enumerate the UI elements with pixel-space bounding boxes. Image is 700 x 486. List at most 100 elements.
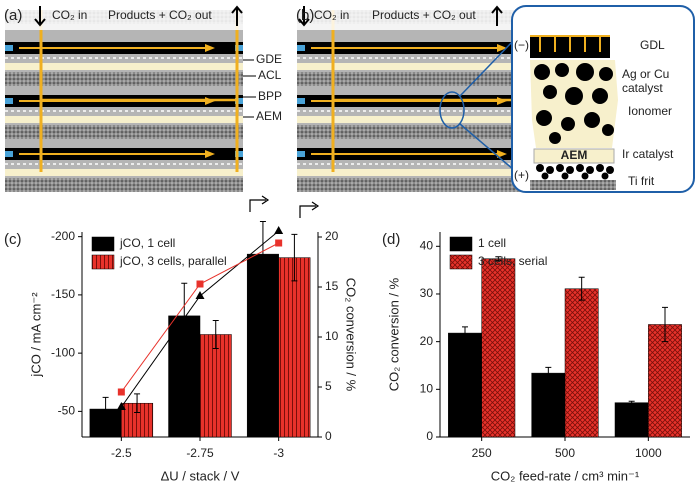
marker [117, 388, 125, 396]
error-bar [662, 306, 668, 343]
inset-label: GDL [640, 38, 665, 52]
arrow-out [491, 5, 503, 26]
marker [116, 402, 126, 410]
bar [481, 258, 516, 438]
legend-label: jCO, 3 cells, parallel [119, 254, 227, 268]
y-tick-label: -50 [58, 404, 76, 418]
y-tick-label: 30 [420, 286, 434, 300]
y-tick-label: -100 [51, 345, 75, 359]
gdl-flow [530, 35, 610, 52]
axis-arrow [249, 195, 270, 212]
panel-label: (b) [296, 7, 314, 24]
co2-in: CO₂ in [52, 8, 87, 22]
error-bar [628, 400, 635, 405]
inset-label: (+) [514, 168, 529, 182]
inset: GDL Ag or Cu catalyst Ionomer AEM Ir cat… [511, 5, 695, 193]
bar [531, 372, 566, 438]
y2-tick-label: 5 [325, 379, 332, 393]
legend-label: 1 cell [478, 236, 506, 250]
products-out: Products + CO₂ out [372, 8, 476, 22]
inset-label: (−) [514, 38, 529, 52]
marker [275, 239, 283, 247]
error-bar [495, 256, 502, 262]
bar [278, 257, 311, 438]
diagram-a: CO₂ in Products + CO₂ out (a) [4, 0, 243, 192]
error-bar [259, 221, 266, 288]
bar [448, 332, 482, 438]
header-band [297, 0, 535, 30]
zoom-lines [459, 39, 515, 171]
zoom-circle [439, 91, 465, 129]
y2-tick-label: 0 [325, 429, 332, 443]
y-tick-label: 40 [420, 238, 434, 252]
legend-swatch [91, 236, 115, 252]
inset-label: AEM [561, 148, 588, 162]
error-bar [181, 282, 188, 349]
cell-stack [297, 10, 535, 192]
arrow-out [231, 5, 243, 26]
axis-arrow [299, 201, 320, 218]
y-tick-label: -200 [51, 229, 75, 243]
bar [199, 334, 232, 438]
x-axis-title: CO₂ feed-rate / cm³ min⁻¹ [491, 468, 640, 483]
co2-in: CO₂ in [314, 8, 349, 22]
legend-swatch [449, 236, 473, 252]
x-tick-label: 250 [472, 446, 492, 460]
marker [195, 291, 205, 299]
header-band [5, 0, 243, 30]
error-bar [102, 396, 109, 422]
arrow-in [298, 6, 310, 27]
y-tick-label: 20 [420, 334, 434, 348]
layer-labels: GDE ACL BPP AEM [243, 52, 282, 123]
cell-stack [5, 10, 243, 192]
x-tick-label: 1000 [635, 446, 662, 460]
charts: -50 -100 -150 -200 0 5 10 15 20 -2.5 -2.75 -3 ΔU / s… [28, 221, 690, 483]
y-axis-title: CO₂ conversion / % [386, 277, 401, 391]
inset-label: catalyst [622, 81, 663, 95]
y2-tick-label: 10 [325, 329, 339, 343]
marker [196, 280, 204, 288]
legend-label: jCO, 1 cell [119, 236, 175, 250]
y2-tick-label: 20 [325, 229, 339, 243]
leader-lines [243, 59, 256, 118]
y2-tick-label: 15 [325, 279, 339, 293]
inset-label: Ag or Cu [622, 67, 669, 81]
error-bar [462, 326, 468, 340]
aem-membrane [533, 148, 615, 164]
error-bar [291, 233, 298, 282]
y-tick-label: 0 [426, 429, 433, 443]
layer-label: BPP [258, 89, 282, 103]
x-tick-label: 500 [555, 446, 575, 460]
ir-particles [536, 164, 614, 180]
panel-label: (c) [4, 231, 22, 248]
bar [564, 288, 599, 438]
x-tick-label: -2.75 [186, 446, 214, 460]
legend-label: 3 cells, serial [478, 254, 547, 268]
bar [648, 324, 682, 438]
marker [274, 226, 284, 234]
bar [614, 402, 649, 438]
diagram-b: CO₂ in Products + CO₂ out (b) [296, 0, 535, 192]
layer-label: GDE [256, 52, 282, 66]
y-tick-label: 10 [420, 381, 434, 395]
layer-label: ACL [258, 68, 282, 82]
error-bar [545, 366, 552, 380]
legend-swatch [449, 254, 473, 270]
catalyst-particles [534, 63, 614, 144]
products-out: Products + CO₂ out [108, 8, 212, 22]
x-tick-label: -3 [273, 446, 284, 460]
layer-label: AEM [256, 109, 282, 123]
panel-label: (a) [4, 7, 22, 24]
error-bar [212, 320, 219, 349]
panel-label: (d) [382, 231, 400, 248]
y-axis-title: jCO / mA cm⁻² [28, 292, 43, 378]
ti-frit [530, 180, 616, 190]
x-tick-label: -2.5 [111, 446, 132, 460]
inset-label: Ionomer [628, 104, 672, 118]
x-axis-title: ΔU / stack / V [161, 468, 240, 483]
error-bar [578, 276, 585, 301]
y2-axis-title: CO₂ conversion / % [344, 278, 359, 392]
inset-label: Ir catalyst [622, 147, 674, 161]
